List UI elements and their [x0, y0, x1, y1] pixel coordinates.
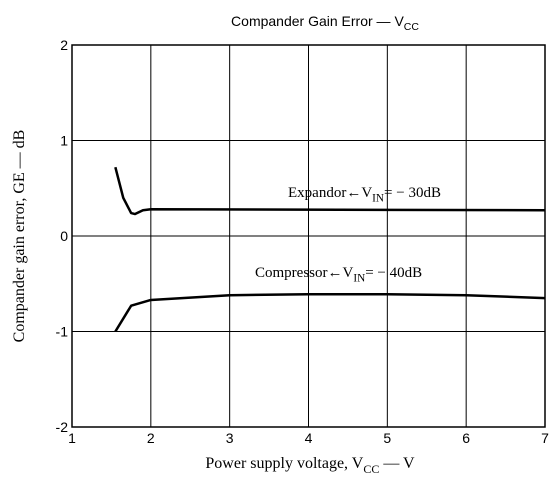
annotation-part: IN — [353, 273, 365, 285]
annotation: Compressor←VIN= − 40dB — [255, 265, 422, 285]
annotation: Expandor←VIN= − 30dB — [288, 185, 441, 205]
y-axis-label: Compander gain error, GE — dB — [11, 130, 28, 343]
x-tick-label: 3 — [226, 430, 234, 446]
x-axis-label-part: — V — [379, 455, 415, 472]
x-tick-label: 7 — [541, 430, 549, 446]
annotation-part: Compressor←V — [255, 265, 353, 281]
annotation-part: IN — [372, 193, 384, 205]
line-series — [114, 166, 546, 216]
x-axis-label-part: CC — [363, 462, 379, 476]
y-tick-label: 1 — [60, 133, 68, 149]
x-tick-label: 2 — [147, 430, 155, 446]
line-series — [114, 293, 546, 333]
annotation-part: = − 30dB — [384, 185, 441, 201]
x-axis-label-part: Power supply voltage, V — [205, 455, 363, 472]
chart-title-part: Compander Gain Error — V — [231, 13, 404, 29]
chart-title: Compander Gain Error — VCC — [231, 13, 419, 33]
y-tick-label: 2 — [60, 37, 68, 53]
chart-title-part: CC — [404, 21, 420, 33]
x-axis-label: Power supply voltage, VCC — V — [205, 455, 415, 476]
x-tick-label: 1 — [68, 430, 76, 446]
y-tick-label: 0 — [60, 228, 68, 244]
annotation-part: Expandor←V — [288, 185, 372, 201]
annotation-part: = − 40dB — [365, 265, 422, 281]
x-tick-label: 5 — [383, 430, 391, 446]
x-tick-label: 6 — [462, 430, 470, 446]
plot-frame — [71, 44, 546, 428]
y-tick-label: -2 — [56, 419, 69, 435]
y-tick-label: -1 — [56, 324, 69, 340]
x-tick-label: 4 — [305, 430, 313, 446]
